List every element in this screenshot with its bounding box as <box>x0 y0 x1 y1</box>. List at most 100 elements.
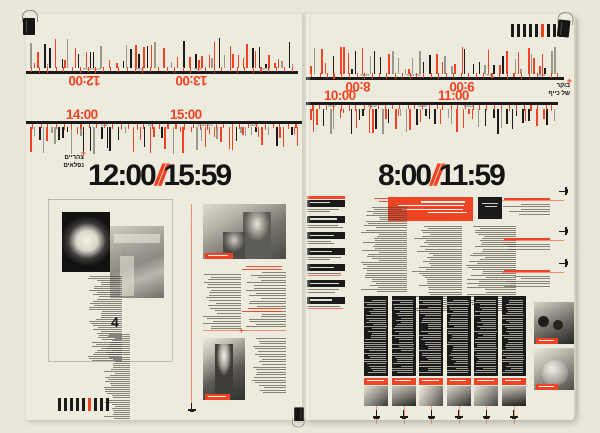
text-line <box>482 335 496 336</box>
text-line <box>419 350 441 352</box>
timeline-bar <box>506 109 508 125</box>
text-line <box>372 370 386 371</box>
timeline-tick <box>229 67 231 72</box>
timeline-bar <box>258 46 260 68</box>
text-line <box>396 359 413 360</box>
barcode-bar <box>516 24 521 37</box>
text-line <box>394 326 413 328</box>
body-col-1 <box>361 207 407 293</box>
text-line <box>452 356 468 358</box>
text-line <box>391 348 414 349</box>
text-line <box>450 352 468 354</box>
timeline-bar <box>82 127 84 152</box>
timeline-bar <box>229 46 232 68</box>
timeline-tick <box>453 73 455 78</box>
text-line <box>203 274 241 275</box>
timeline-tick <box>87 67 89 73</box>
sidebar-item-6[interactable] <box>307 280 345 288</box>
text-line <box>481 244 516 246</box>
text-line <box>506 308 523 310</box>
text-line <box>504 370 523 371</box>
text-line <box>261 272 286 273</box>
text-line <box>484 256 516 258</box>
section-nav[interactable] <box>307 196 345 313</box>
hour-label: 14:00 <box>66 107 98 122</box>
text-line <box>257 305 286 307</box>
timeline-bar <box>124 127 127 133</box>
right-timeline-row-2: 10:00 11:00 עבודה פגישות הפסקה משימות <box>306 88 574 174</box>
text-line <box>474 315 496 317</box>
sidebar-item-1[interactable] <box>307 199 345 207</box>
sidebar-item-3[interactable] <box>307 231 345 239</box>
timeline-bar <box>228 127 231 150</box>
text-line <box>364 341 386 343</box>
text-line <box>418 273 462 274</box>
timeline-tick <box>550 73 553 78</box>
binder-clip-bottom <box>291 407 306 428</box>
timeline-bar <box>408 69 410 74</box>
sidebar-item-label <box>310 299 333 301</box>
kitchen-photo <box>110 226 164 298</box>
plus-ornament: + <box>239 326 244 335</box>
timeline-bar <box>515 109 518 117</box>
timeline-tick <box>207 124 209 130</box>
sidebar-item-7[interactable] <box>307 296 345 304</box>
timeline-bar <box>176 57 179 68</box>
text-line <box>467 266 516 268</box>
text-line <box>307 307 343 309</box>
timeline-bar <box>213 42 216 68</box>
section-rule <box>203 330 286 331</box>
sidebar-item-label <box>310 250 333 252</box>
text-line <box>479 304 496 306</box>
timeline-tick <box>436 105 438 110</box>
text-line <box>365 317 386 319</box>
black-column <box>501 296 526 376</box>
text-line <box>508 341 523 343</box>
text-line <box>425 301 462 303</box>
timeline-bar <box>441 62 444 74</box>
sidebar-item-2[interactable] <box>307 215 345 223</box>
text-line <box>412 271 462 272</box>
timeline-bar <box>279 127 281 139</box>
text-line <box>504 326 523 328</box>
timeline-bar <box>196 127 198 150</box>
text-line <box>215 302 241 304</box>
sidebar-item-teaser <box>307 208 345 212</box>
timeline-bar <box>235 127 237 142</box>
timeline-bar <box>143 47 145 68</box>
text-line <box>467 283 516 285</box>
text-line <box>470 254 516 256</box>
text-line <box>364 359 386 360</box>
timeline-bar <box>252 48 254 68</box>
text-line <box>93 300 122 302</box>
text-line <box>261 313 286 315</box>
timeline-tick <box>456 105 458 110</box>
timeline-bar <box>530 54 533 74</box>
sidebar-item-5[interactable] <box>307 264 345 272</box>
headline-start: 8:00 <box>378 159 432 192</box>
text-line <box>370 335 386 336</box>
timeline-tick <box>528 73 530 79</box>
text-line <box>252 379 286 381</box>
timeline-tick <box>385 73 387 79</box>
text-line <box>259 356 286 358</box>
segment-label: ספורט <box>250 124 259 127</box>
sidebar-item-4[interactable] <box>307 248 345 256</box>
timeline-bar <box>484 64 486 74</box>
hour-label: 10:00 <box>324 88 356 103</box>
red-headline-box <box>388 197 473 221</box>
timeline-tick <box>72 67 74 71</box>
timeline-tick <box>467 73 469 78</box>
timeline-tick <box>220 67 222 72</box>
timeline-bar <box>355 109 358 129</box>
text-line <box>428 370 441 371</box>
text-line <box>104 401 130 403</box>
text-line <box>470 295 516 297</box>
cover-story-badge <box>478 197 502 219</box>
timeline-bar <box>80 127 82 137</box>
text-line <box>506 330 523 332</box>
article-kicker <box>222 266 282 271</box>
tick-bars <box>306 109 568 137</box>
text-line <box>481 242 516 244</box>
timeline-tick <box>491 73 493 78</box>
